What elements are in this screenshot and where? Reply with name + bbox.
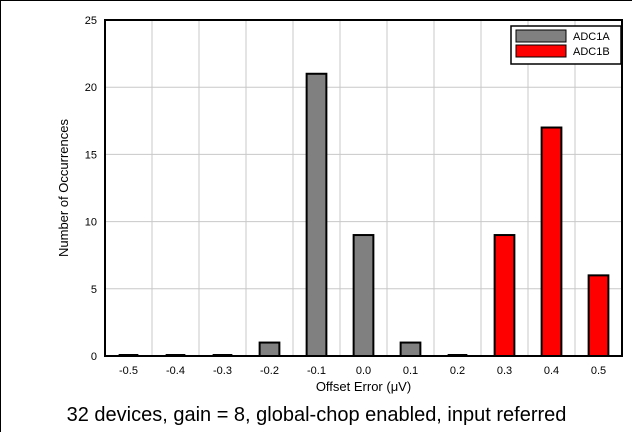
x-tick-label: 0.2 (450, 365, 465, 377)
y-tick-label: 25 (85, 15, 97, 27)
x-tick-label: 0.1 (403, 365, 418, 377)
bars (118, 72, 610, 357)
bar-adc1b (587, 274, 610, 357)
x-tick-label: 0.5 (591, 365, 606, 377)
bar-adc1b (493, 234, 516, 357)
x-tick-label: 0.0 (356, 365, 371, 377)
x-tick-label: -0.5 (119, 365, 138, 377)
x-tick-label: -0.1 (307, 365, 326, 377)
x-tick-label: -0.4 (166, 365, 185, 377)
y-tick-label: 10 (85, 217, 97, 229)
bar-adc1a (399, 341, 422, 357)
y-tick-label: 15 (85, 149, 97, 161)
legend-swatch-adc1a (515, 29, 567, 43)
x-axis-label: Offset Error (μV) (316, 379, 411, 394)
x-tick-label: 0.3 (497, 365, 512, 377)
legend-label-adc1b: ADC1B (573, 46, 610, 58)
plot-area (104, 19, 623, 357)
x-tick-label: -0.2 (260, 365, 279, 377)
legend-label-adc1a: ADC1A (573, 31, 610, 43)
y-axis-label: Number of Occurrences (56, 119, 71, 257)
bar-adc1a (305, 72, 328, 357)
bar-adc1a (352, 234, 375, 357)
x-tick-label: -0.3 (213, 365, 232, 377)
tick-labels: 0 5 10 15 20 25 -0.5 -0.4 -0.3 -0.2 -0.1 0.0 0.1 0.2 0… (85, 15, 606, 377)
y-tick-label: 5 (91, 284, 97, 296)
legend-swatch-adc1b (515, 44, 567, 58)
chart-caption: 32 devices, gain = 8, global-chop enable… (66, 404, 567, 426)
legend: ADC1A ADC1B (510, 25, 622, 65)
bar-adc1b (540, 126, 563, 357)
y-tick-label: 0 (91, 351, 97, 363)
y-tick-label: 20 (85, 82, 97, 94)
bar-adc1a (258, 341, 281, 357)
x-tick-label: 0.4 (544, 365, 559, 377)
